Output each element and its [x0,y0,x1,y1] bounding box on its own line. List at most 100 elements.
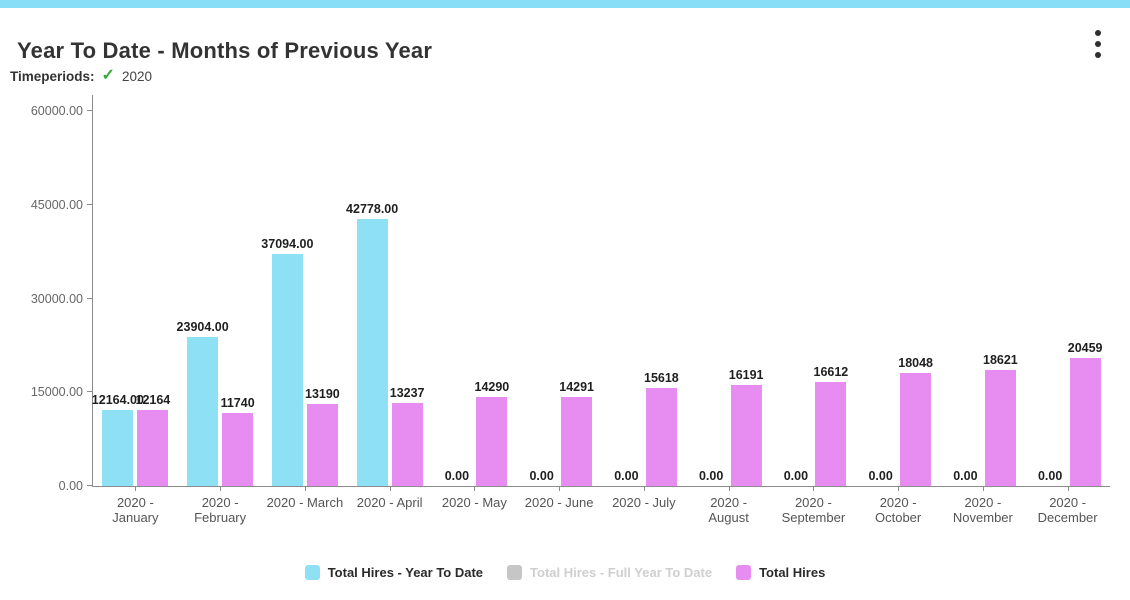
legend-label: Total Hires - Full Year To Date [530,565,713,580]
x-axis-label: 2020 - October [875,495,922,525]
x-tick [220,486,222,491]
bar[interactable] [730,385,762,486]
bar[interactable] [645,388,677,486]
bar-slot: 13190 [305,387,340,486]
plot-area: 0.00 15000.00 30000.00 45000.00 60000.00 1216… [31,95,1110,525]
y-tick-label: 30000.00 [30,291,83,306]
y-tick-label: 45000.00 [30,197,83,212]
bar-value-label: 13237 [389,386,425,400]
x-tick [898,486,900,491]
accent-top-bar [0,0,1130,8]
bar-slot: 15618 [644,371,679,486]
legend-swatch-icon [304,565,320,580]
bar-value-label: 12164 [135,393,171,407]
bar-group: 0.00 20459 2020 - December [1025,95,1110,525]
x-axis-label: 2020 - December [1037,495,1098,525]
y-tick [87,485,93,486]
bar-slot: 14290 [474,380,509,486]
bar-group: 0.00 16191 2020 - August [686,95,771,525]
legend-item[interactable]: Total Hires [736,565,825,580]
bar-group: 23904.00 11740 2020 - February [177,95,263,525]
y-tick-label: 15000.00 [30,385,83,400]
bar-value-label: 0.00 [444,469,470,483]
x-axis-label: 2020 - May [441,495,507,510]
bar[interactable] [391,403,423,486]
bar-value-label: 14290 [474,380,510,394]
legend-item[interactable]: Total Hires - Full Year To Date [507,565,712,580]
bar-slot: 18048 [898,356,933,486]
bar-group: 0.00 18621 2020 - November [941,95,1026,525]
bar-slot: 42778.00 [346,202,398,486]
bar-pair: 0.00 14291 [526,380,594,486]
x-tick [728,486,730,491]
bar[interactable] [306,404,338,486]
bar-value-label: 0.00 [529,469,554,483]
x-axis-label: 2020 - September [781,495,846,525]
bar[interactable] [222,413,254,486]
bar-value-label: 0.00 [783,469,809,483]
bar[interactable] [137,410,169,486]
bar[interactable] [271,254,303,486]
bar-value-label: 11740 [220,396,255,410]
bar-value-label: 13190 [304,387,340,401]
bar-value-label: 15618 [643,371,679,385]
bar-value-label: 12164.00 [91,393,144,407]
bar-value-label: 0.00 [614,469,639,483]
bar-value-label: 14291 [559,380,595,394]
legend-item[interactable]: Total Hires - Year To Date [304,565,483,580]
y-tick [87,297,93,299]
bar[interactable] [1069,358,1101,486]
bar-group: 0.00 15618 2020 - July [602,95,687,510]
bar-group: 12164.00 12164 2020 - January [92,95,178,525]
x-tick [135,486,137,491]
bar-slot: 14291 [559,380,594,486]
bar-value-label: 37094.00 [261,237,314,251]
x-axis-label: 2020 - April [356,495,423,510]
bar-pair: 0.00 15618 [611,371,679,486]
x-axis-label: 2020 - January [112,495,159,525]
x-tick [559,486,561,491]
bar-pair: 0.00 16191 [696,368,764,486]
bar[interactable] [561,397,593,486]
bar-pair: 42778.00 13237 [346,202,425,486]
bar-pair: 0.00 18048 [865,356,933,486]
bar-value-label: 0.00 [953,469,978,483]
bar-pair: 37094.00 13190 [261,237,340,486]
bar-group: 0.00 14291 2020 - June [517,95,602,510]
bar-group: 0.00 16612 2020 - September [771,95,856,525]
bar-group: 42778.00 13237 2020 - April [346,95,432,510]
x-axis-label: 2020 - August [708,495,749,525]
bar-slot: 23904.00 [177,320,229,486]
bar[interactable] [900,373,932,486]
y-tick [87,203,93,205]
bar-value-label: 16191 [728,368,764,382]
bar[interactable] [356,219,388,486]
bar-value-label: 23904.00 [176,320,229,334]
timeperiod-value[interactable]: 2020 [121,68,152,84]
bar[interactable] [815,382,847,486]
bar-pair: 0.00 18621 [950,353,1018,486]
legend-swatch-icon [507,565,523,580]
bar[interactable] [984,370,1016,486]
x-tick [304,486,306,491]
y-tick-label: 0.00 [58,479,83,493]
bar-pair: 0.00 14290 [441,380,509,486]
bar[interactable] [476,397,508,486]
page-title: Year To Date - Months of Previous Year [17,37,433,63]
y-tick-label: 60000.00 [30,104,83,118]
x-tick [389,486,391,491]
bar-pair: 12164.00 12164 [92,393,170,486]
y-tick [87,391,93,393]
x-tick [813,486,815,491]
bar[interactable] [187,337,219,486]
bar-value-label: 18621 [982,353,1018,367]
x-tick [1067,486,1069,491]
bar-group: 0.00 14290 2020 - May [432,95,517,510]
bar-slot: 20459 [1068,341,1103,486]
bar-group: 37094.00 13190 2020 - March [261,95,348,510]
kebab-menu-icon[interactable] [1093,28,1103,60]
bar-group: 0.00 18048 2020 - October [856,95,941,525]
bar-slot: 13237 [390,386,425,486]
x-axis-label: 2020 - June [524,495,594,510]
bar[interactable] [102,410,134,486]
